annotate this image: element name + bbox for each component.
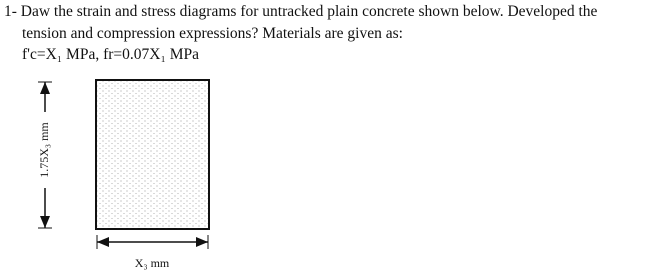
arrow-head (40, 216, 50, 228)
width-label: X₃ mm (135, 256, 170, 270)
question-line: f'c=X₁ MPa, fr=0.07X₁ MPa (22, 46, 200, 63)
arrow-head (40, 82, 50, 94)
concrete-section (95, 79, 210, 230)
arrow-head (196, 237, 208, 247)
height-label: 1.75X₃ mm (37, 122, 51, 178)
label-mask (36, 112, 54, 188)
arrow-head (97, 237, 109, 247)
question-line: 1- Daw the strain and stress diagrams fo… (4, 3, 598, 20)
question-line: tension and compression expressions? Mat… (22, 25, 403, 42)
